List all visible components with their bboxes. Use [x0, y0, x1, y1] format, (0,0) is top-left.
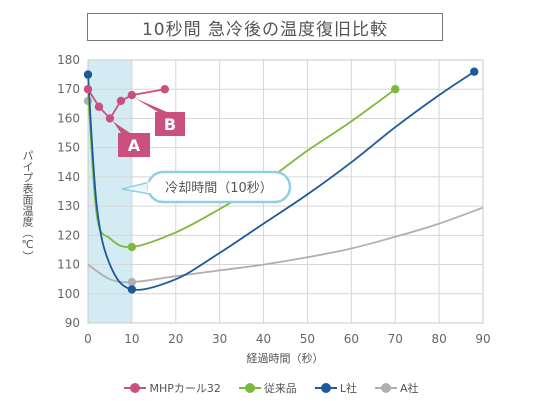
y-tick-label: 170	[57, 82, 80, 96]
y-tick-label: 90	[65, 316, 80, 330]
x-tick-label: 20	[168, 332, 183, 346]
series-1-line	[87, 88, 396, 249]
legend-label: A社	[400, 382, 419, 395]
legend-item: MHPカール32	[124, 378, 221, 398]
legend-item: A社	[375, 378, 419, 398]
legend-item: L社	[314, 378, 357, 398]
series-3-line	[87, 206, 484, 284]
x-axis-label: 経過時間（秒）	[247, 351, 324, 365]
legend-label: L社	[339, 382, 357, 395]
callout-box	[155, 112, 185, 136]
series-0-point	[127, 90, 137, 100]
y-tick-label: 100	[57, 287, 80, 301]
x-tick-label: 70	[388, 332, 403, 346]
y-tick-label: 110	[57, 258, 80, 272]
x-tick-label: 0	[84, 332, 92, 346]
series-0-point	[160, 85, 170, 94]
series-2-point	[470, 67, 479, 76]
y-tick-label: 160	[57, 111, 80, 125]
series-1-point	[391, 85, 400, 94]
series-3-point	[127, 277, 137, 287]
callout-pointer	[112, 121, 130, 133]
series-0-point	[83, 85, 93, 94]
x-tick-label: 80	[431, 332, 446, 346]
x-tick-label: 50	[300, 332, 315, 346]
legend-item: 従来品	[238, 378, 297, 398]
callout-box	[118, 133, 150, 157]
callout-label: B	[164, 115, 176, 134]
legend-swatch	[375, 383, 397, 393]
legend-swatch	[314, 383, 337, 393]
series-2-line	[87, 70, 475, 291]
series-0-point	[116, 96, 126, 106]
x-tick-label: 60	[344, 332, 359, 346]
y-tick-label: 150	[57, 141, 80, 155]
cooling-time-label: 冷却時間（10秒）	[165, 181, 273, 196]
y-tick-label: 120	[57, 228, 80, 242]
series-2-point	[127, 285, 137, 294]
callout-pointer	[134, 98, 167, 112]
legend-label: 従来品	[263, 382, 297, 395]
series-2-point	[83, 70, 93, 79]
y-tick-label: 130	[57, 199, 80, 213]
bubble-joint	[147, 182, 152, 193]
y-tick-label: 140	[57, 170, 80, 184]
legend-swatch	[124, 383, 147, 393]
plot-frame	[87, 59, 484, 324]
legend-swatch	[238, 383, 261, 393]
x-tick-label: 40	[256, 332, 271, 346]
y-axis-label: パイプ表面温度（℃）	[21, 150, 34, 262]
chart-legend: MHPカール32 従来品 L社 A社	[0, 378, 543, 398]
x-tick-label: 10	[124, 332, 139, 346]
series-1-point	[127, 242, 137, 252]
legend-label: MHPカール32	[149, 382, 221, 395]
series-0-point	[105, 114, 115, 123]
x-tick-label: 30	[212, 332, 227, 346]
chart-title: 10秒間 急冷後の温度復旧比較	[87, 13, 443, 41]
series-0-point	[94, 102, 104, 111]
y-tick-label: 180	[57, 53, 80, 67]
callout-label: A	[128, 136, 141, 155]
x-tick-label: 90	[475, 332, 490, 346]
